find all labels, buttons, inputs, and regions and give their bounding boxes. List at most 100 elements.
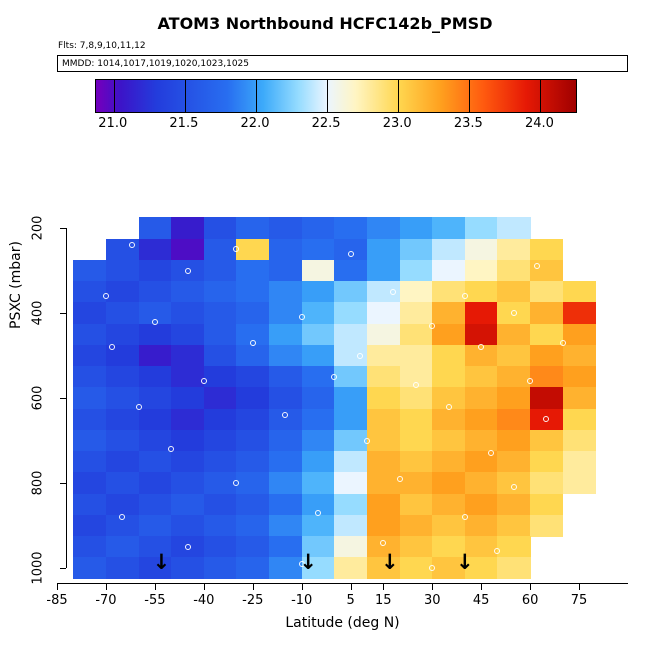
x-tick-label: 60 [521,593,539,608]
heatmap-cell [399,217,433,240]
heatmap-cell [203,366,237,388]
heatmap-cell [269,472,303,495]
heatmap-cell [73,472,107,495]
heatmap-cell [105,451,140,473]
heatmap-cell [432,238,466,261]
heatmap-cell [562,323,596,346]
heatmap-cell [236,408,270,431]
heatmap-cell [301,238,335,261]
x-tick-label: -40 [193,593,215,608]
heatmap-cell [73,536,107,558]
heatmap-cell [236,451,270,473]
heatmap-cell [269,238,303,261]
y-tick-label: 1000 [30,551,46,585]
heatmap-cell [171,323,205,346]
data-point-marker [461,514,468,520]
heatmap-cell [236,344,270,367]
heatmap-cell [73,557,107,580]
heatmap-cell [236,366,270,388]
heatmap-cell [301,557,335,580]
data-point-marker [168,446,175,452]
heatmap-cell [269,387,303,410]
profile-location-arrow-icon: ↓ [380,550,399,574]
x-tick-mark [252,584,254,590]
heatmap-cell [138,451,172,473]
heatmap-cell [301,366,335,388]
heatmap-cell [73,344,107,367]
heatmap-cell [203,323,237,346]
x-tick-mark [432,584,434,590]
x-tick-label: 75 [570,593,588,608]
data-point-marker [380,539,387,546]
heatmap-cell [334,557,368,580]
heatmap-cell [399,536,433,558]
colorbar-tick-label: 22.0 [240,116,270,131]
heatmap-cell [497,429,531,452]
heatmap-cell [301,493,335,516]
heatmap-cell [301,281,335,303]
heatmap-cell [464,429,498,452]
heatmap-cell [301,344,335,367]
heatmap-cell [105,536,140,558]
heatmap-cell [497,238,531,261]
heatmap-cell [236,429,270,452]
heatmap-cell [269,536,303,558]
heatmap-cell [203,302,237,325]
colorbar-tick-label: 23.0 [382,116,412,131]
page-title: ATOM3 Northbound HCFC142b_PMSD [157,14,493,33]
data-point-marker [363,437,370,444]
heatmap-cell [432,302,466,325]
colorbar-tick-label: 22.5 [311,116,341,131]
heatmap-cell [366,259,401,282]
heatmap-cell [530,387,564,410]
heatmap-cell [399,281,433,303]
heatmap-cell [562,408,596,431]
heatmap-cell [399,387,433,410]
heatmap-cell [530,344,564,367]
heatmap-cell [530,514,564,537]
heatmap-cell [464,259,498,282]
data-point-marker [347,250,354,257]
heatmap-cell [432,281,466,303]
heatmap-cell [366,302,401,325]
heatmap-cell [399,493,433,516]
heatmap-cell [562,281,596,303]
profile-location-arrow-icon: ↓ [456,550,474,574]
heatmap-cell [497,493,531,516]
heatmap-cell [203,429,237,452]
heatmap-cell [269,514,303,537]
heatmap-cell [236,238,270,261]
x-tick-mark [579,584,581,590]
heatmap-cell [203,259,237,282]
heatmap-cell [464,536,498,558]
heatmap-cell [203,493,237,516]
heatmap-cell [562,344,596,367]
heatmap-cell [464,366,498,388]
heatmap-cell [73,302,107,325]
heatmap-cell [203,387,237,410]
heatmap-cell [432,259,466,282]
heatmap-cell [171,238,205,261]
heatmap-cell [399,238,433,261]
heatmap-cell [301,514,335,537]
heatmap-cell [366,238,401,261]
data-point-marker [429,565,436,571]
heatmap-cell [105,281,140,303]
heatmap-cell [171,366,205,388]
x-tick-label: 5 [346,593,355,608]
heatmap-cell [432,472,466,495]
y-tick-label: 600 [30,385,46,411]
heatmap-cell [105,259,140,282]
heatmap-cell [562,451,596,473]
heatmap-cell [530,493,564,516]
colorbar-tick-mark [398,80,400,112]
heatmap-cell [399,514,433,537]
heatmap-cell [366,429,401,452]
heatmap-cell [203,536,237,558]
colorbar-tick-label: 24.0 [524,116,554,131]
heatmap-cell [171,557,205,580]
heatmap-cell [269,259,303,282]
heatmap-cell [530,451,564,473]
y-axis-line [66,228,67,568]
data-point-marker [543,416,550,423]
